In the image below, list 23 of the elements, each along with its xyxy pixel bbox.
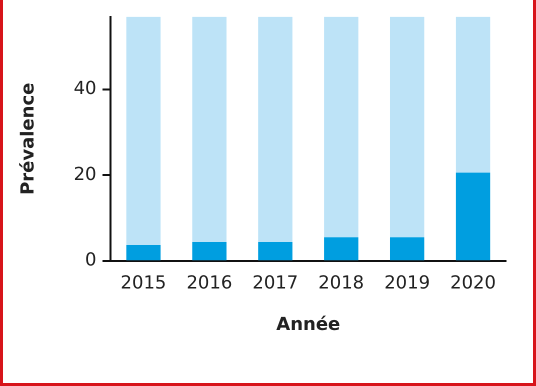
- bar: [324, 16, 358, 238]
- y-tick-label: 40: [74, 78, 97, 100]
- bar: [126, 244, 161, 260]
- bar: [192, 242, 227, 260]
- bar: [390, 16, 424, 238]
- bar: [456, 172, 490, 260]
- bar: [390, 237, 424, 260]
- x-tick-label: 2016: [186, 272, 232, 294]
- x-axis-title: Année: [276, 314, 340, 335]
- y-tick-label: 20: [74, 164, 97, 185]
- x-tick-label: 2020: [450, 272, 496, 294]
- y-tick-label: 0: [85, 249, 97, 270]
- bar: [258, 242, 292, 260]
- x-tick-label: 2017: [252, 272, 298, 294]
- y-axis-title: Prévalence: [17, 82, 38, 195]
- bar: [324, 237, 358, 260]
- x-tick-label: 2018: [318, 272, 364, 294]
- bar: [258, 16, 292, 242]
- bar: [456, 16, 490, 173]
- x-tick-label: 2019: [384, 272, 430, 294]
- x-tick-label: 2015: [120, 272, 166, 294]
- bar: [192, 16, 227, 242]
- bar: [126, 16, 161, 245]
